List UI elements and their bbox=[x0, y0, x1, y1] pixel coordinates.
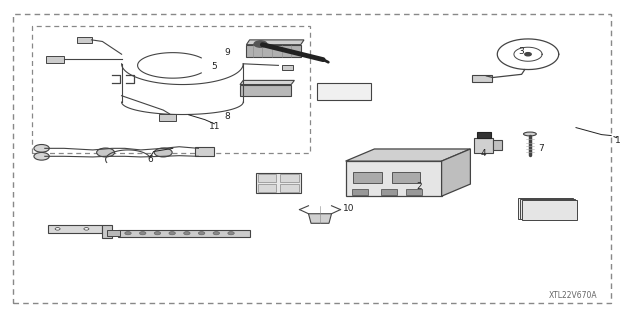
Bar bbox=[493, 140, 502, 150]
Bar bbox=[352, 189, 368, 195]
Bar bbox=[346, 161, 442, 196]
Bar bbox=[381, 189, 397, 195]
Bar bbox=[195, 147, 214, 156]
Circle shape bbox=[198, 232, 205, 235]
Text: 2: 2 bbox=[417, 182, 422, 191]
Text: 5: 5 bbox=[212, 63, 217, 71]
Circle shape bbox=[228, 232, 234, 235]
Text: 1: 1 bbox=[615, 136, 620, 145]
Circle shape bbox=[525, 53, 531, 56]
Text: 3: 3 bbox=[519, 47, 524, 56]
Bar bbox=[474, 138, 493, 153]
Bar bbox=[102, 225, 112, 238]
Circle shape bbox=[125, 232, 131, 235]
Polygon shape bbox=[308, 214, 332, 223]
Bar bbox=[472, 75, 492, 82]
Circle shape bbox=[184, 232, 190, 235]
Circle shape bbox=[213, 232, 220, 235]
Circle shape bbox=[254, 41, 267, 47]
Circle shape bbox=[55, 228, 60, 230]
Bar bbox=[280, 174, 299, 182]
Bar bbox=[522, 200, 577, 220]
Circle shape bbox=[34, 152, 49, 160]
Circle shape bbox=[140, 232, 146, 235]
Text: 4: 4 bbox=[481, 149, 486, 158]
Bar bbox=[477, 132, 491, 138]
Text: 7: 7 bbox=[538, 144, 543, 153]
Bar bbox=[317, 83, 371, 100]
Circle shape bbox=[154, 148, 172, 157]
Bar bbox=[353, 172, 382, 183]
Circle shape bbox=[84, 228, 89, 230]
Text: 8: 8 bbox=[225, 112, 230, 121]
Polygon shape bbox=[346, 149, 470, 161]
Bar bbox=[32, 26, 310, 153]
Circle shape bbox=[169, 232, 175, 235]
Bar bbox=[392, 172, 420, 183]
Bar bbox=[256, 173, 301, 193]
Bar bbox=[159, 114, 176, 121]
Bar bbox=[46, 56, 64, 63]
Circle shape bbox=[97, 148, 115, 157]
Bar bbox=[406, 189, 422, 195]
Text: 10: 10 bbox=[343, 204, 355, 213]
Bar bbox=[518, 198, 573, 219]
Text: XTL22V670A: XTL22V670A bbox=[548, 291, 597, 300]
Circle shape bbox=[34, 145, 49, 152]
Bar bbox=[258, 174, 276, 182]
Bar bbox=[118, 230, 250, 237]
Bar bbox=[48, 225, 102, 233]
Bar bbox=[77, 37, 92, 43]
Bar bbox=[258, 184, 276, 192]
Text: 11: 11 bbox=[209, 122, 220, 130]
Text: 9: 9 bbox=[225, 48, 230, 57]
Polygon shape bbox=[240, 80, 294, 85]
Bar bbox=[280, 184, 299, 192]
Ellipse shape bbox=[524, 132, 536, 136]
Polygon shape bbox=[442, 149, 470, 196]
Bar bbox=[282, 65, 293, 70]
Bar bbox=[520, 199, 575, 219]
Polygon shape bbox=[240, 85, 291, 96]
Text: 6: 6 bbox=[148, 155, 153, 164]
Polygon shape bbox=[246, 45, 301, 57]
Bar bbox=[107, 230, 120, 236]
Polygon shape bbox=[246, 40, 304, 45]
Circle shape bbox=[154, 232, 161, 235]
